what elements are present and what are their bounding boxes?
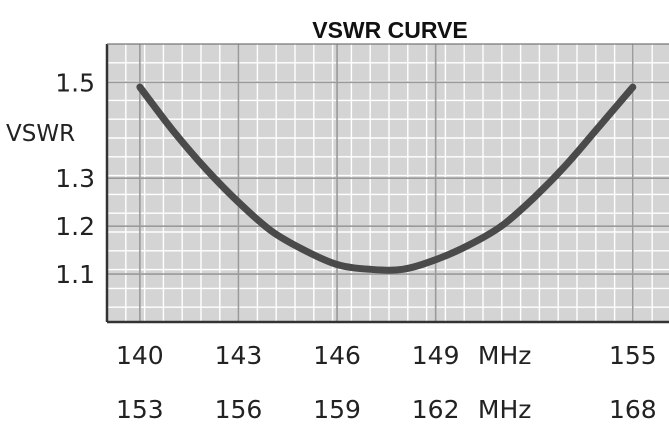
x-tick-label-secondary: 156	[215, 395, 263, 424]
x-tick-label: 146	[313, 341, 361, 370]
x-tick-label: 143	[215, 341, 263, 370]
x-tick-label-secondary: 162	[412, 395, 460, 424]
x-unit-label: MHz	[478, 341, 532, 370]
x-tick-label: 140	[116, 341, 164, 370]
x-tick-label-secondary: 159	[313, 395, 361, 424]
x-tick-label-secondary: 168	[609, 395, 657, 424]
x-tick-label: 149	[412, 341, 460, 370]
x-tick-label-secondary: 153	[116, 395, 164, 424]
y-tick-label: 1.3	[55, 164, 95, 193]
plot-area	[107, 44, 669, 322]
x-unit-label-secondary: MHz	[478, 395, 532, 424]
x-tick-label: 155	[609, 341, 657, 370]
chart-title: VSWR CURVE	[312, 17, 468, 43]
y-tick-label: 1.1	[55, 260, 95, 289]
y-tick-label: 1.2	[55, 212, 95, 241]
y-axis-label: VSWR	[6, 121, 75, 147]
x-tick-labels-row-1: 140 143 146 149 155 MHz	[116, 341, 657, 370]
curve-layer	[136, 83, 637, 274]
vswr-series-line	[136, 83, 637, 274]
y-tick-label: 1.5	[55, 68, 95, 97]
x-tick-labels-row-2: 153 156 159 162 168 MHz	[116, 395, 657, 424]
plot-frame	[105, 43, 669, 324]
y-tick-labels: 1.1 1.2 1.3 1.5	[55, 68, 95, 289]
grid	[107, 44, 669, 322]
